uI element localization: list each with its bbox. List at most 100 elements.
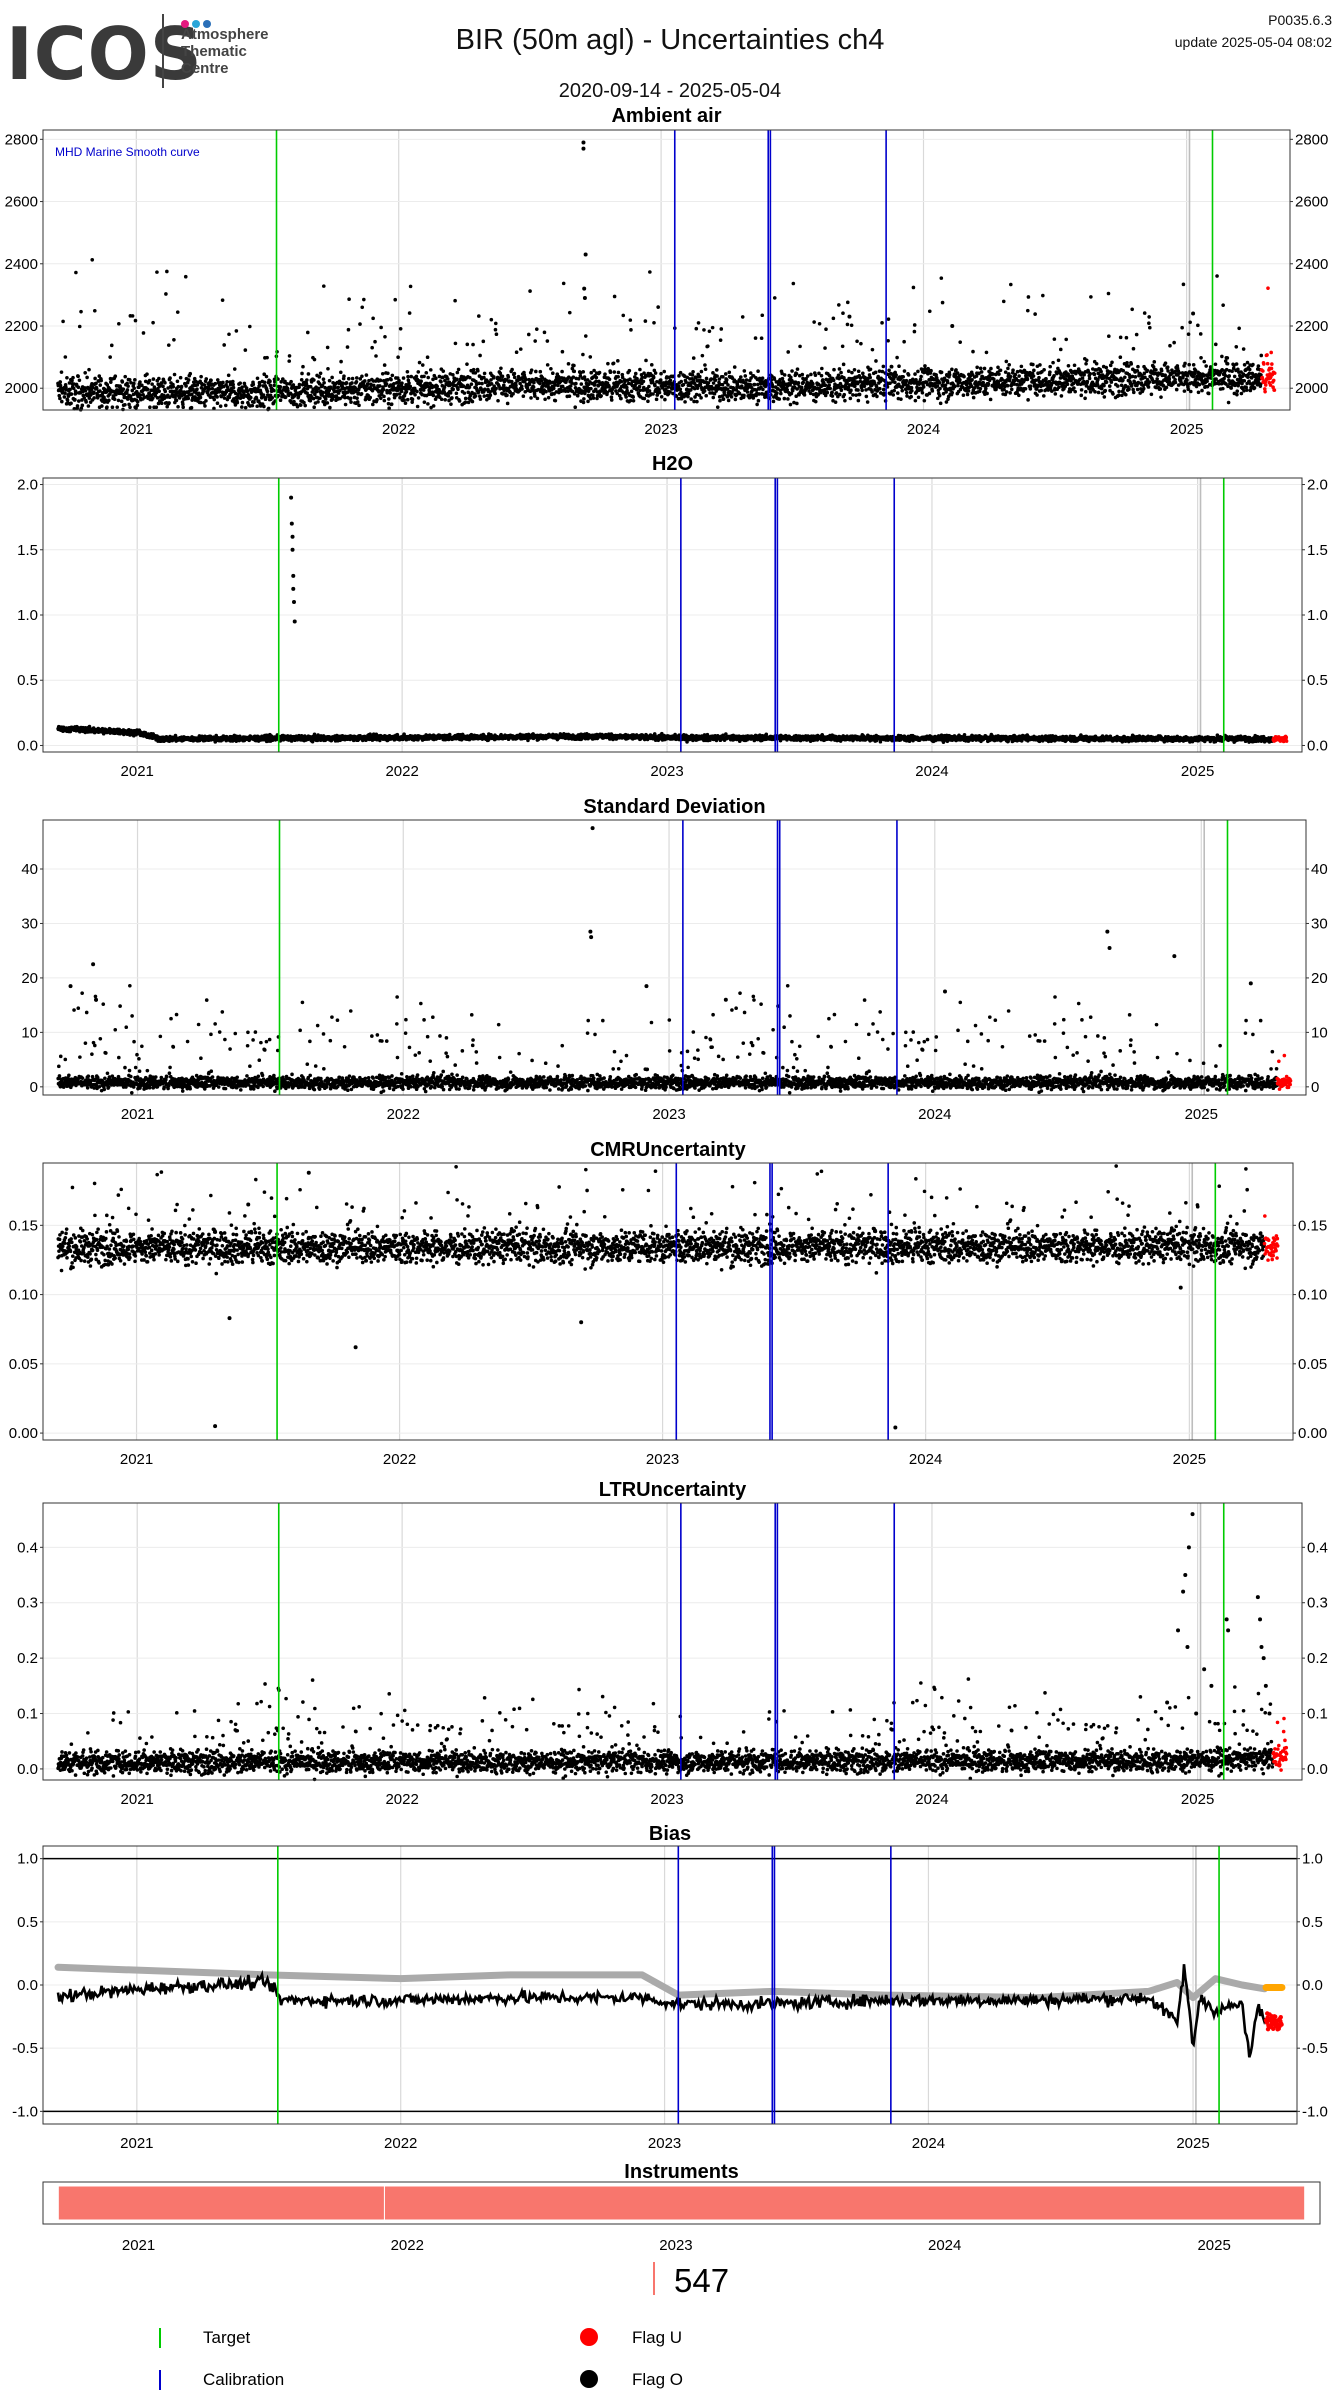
data-point (400, 381, 404, 385)
data-point (308, 384, 313, 389)
data-point (500, 374, 505, 379)
data-point (651, 375, 656, 380)
data-point (443, 397, 447, 402)
data-point (1235, 392, 1239, 397)
data-point (1009, 387, 1014, 392)
data-point (619, 396, 623, 401)
data-point (338, 396, 342, 401)
data-point (975, 365, 979, 370)
data-point (978, 386, 983, 391)
data-point (1202, 359, 1207, 364)
data-point (387, 397, 391, 401)
data-point (212, 397, 217, 402)
data-point (135, 403, 140, 408)
data-point (469, 382, 474, 386)
data-point (225, 385, 230, 390)
data-point (270, 395, 275, 400)
data-point (799, 385, 804, 390)
data-point (91, 385, 95, 390)
data-point (1197, 382, 1202, 387)
data-point (1241, 347, 1246, 351)
data-point (383, 335, 387, 339)
data-point (938, 401, 943, 406)
data-point (1146, 385, 1151, 389)
data-point (695, 399, 699, 404)
data-point (839, 370, 843, 375)
data-point (1187, 362, 1192, 367)
x-tick-label: 2024 (907, 421, 940, 438)
data-point (1116, 393, 1121, 398)
data-point (950, 367, 954, 372)
data-point (320, 383, 325, 388)
data-point (534, 369, 538, 374)
data-point (278, 398, 283, 403)
data-point (382, 398, 387, 403)
data-point (285, 382, 289, 386)
logo-dots-icon (181, 15, 214, 33)
data-point (323, 397, 328, 401)
y-tick-label-right: 2200 (1295, 318, 1328, 335)
data-point (1181, 282, 1186, 287)
data-point (940, 300, 945, 305)
data-point (659, 394, 664, 399)
data-point (1155, 377, 1159, 381)
data-point (199, 400, 203, 405)
data-point (553, 398, 558, 403)
data-point (812, 320, 816, 324)
data-point (1205, 379, 1209, 383)
data-point (755, 402, 759, 407)
data-point (740, 315, 745, 319)
data-point (123, 374, 128, 379)
data-point (346, 376, 351, 381)
data-point (151, 377, 156, 381)
data-point (212, 406, 216, 411)
data-point (199, 374, 203, 379)
data-point (786, 350, 791, 354)
data-point (597, 370, 602, 375)
data-point (628, 318, 633, 322)
data-point (874, 359, 878, 363)
data-point (641, 379, 646, 384)
data-point (61, 319, 65, 324)
data-point (364, 387, 369, 391)
data-point (179, 384, 184, 389)
data-point (385, 378, 390, 382)
data-point (937, 393, 942, 398)
data-point (678, 387, 683, 392)
data-point (178, 375, 183, 380)
data-point (1141, 386, 1146, 391)
data-point (1107, 384, 1112, 388)
data-point (110, 405, 115, 410)
data-point (311, 396, 316, 401)
data-point (87, 396, 92, 400)
data-point (700, 353, 705, 358)
data-point (1008, 374, 1013, 379)
data-point (1017, 393, 1021, 398)
data-point (909, 394, 913, 399)
data-point (312, 378, 316, 382)
data-point (742, 393, 746, 398)
data-point (830, 390, 834, 395)
data-point (342, 374, 346, 378)
data-point (1165, 365, 1170, 369)
data-point (389, 402, 394, 406)
data-point (631, 398, 636, 403)
data-point (703, 363, 707, 367)
data-point (478, 397, 483, 401)
data-point (694, 326, 699, 331)
data-point (127, 377, 132, 382)
data-point (878, 386, 882, 391)
data-point (870, 390, 874, 394)
data-point (120, 380, 125, 384)
data-point (1234, 362, 1239, 366)
flag-u-point (1270, 362, 1274, 366)
data-point (1052, 337, 1057, 341)
data-point (609, 398, 614, 402)
data-point (1123, 392, 1128, 397)
data-point (59, 370, 64, 374)
data-point (1017, 374, 1021, 378)
data-point (87, 367, 91, 372)
data-point (514, 383, 518, 388)
data-point (138, 393, 143, 397)
